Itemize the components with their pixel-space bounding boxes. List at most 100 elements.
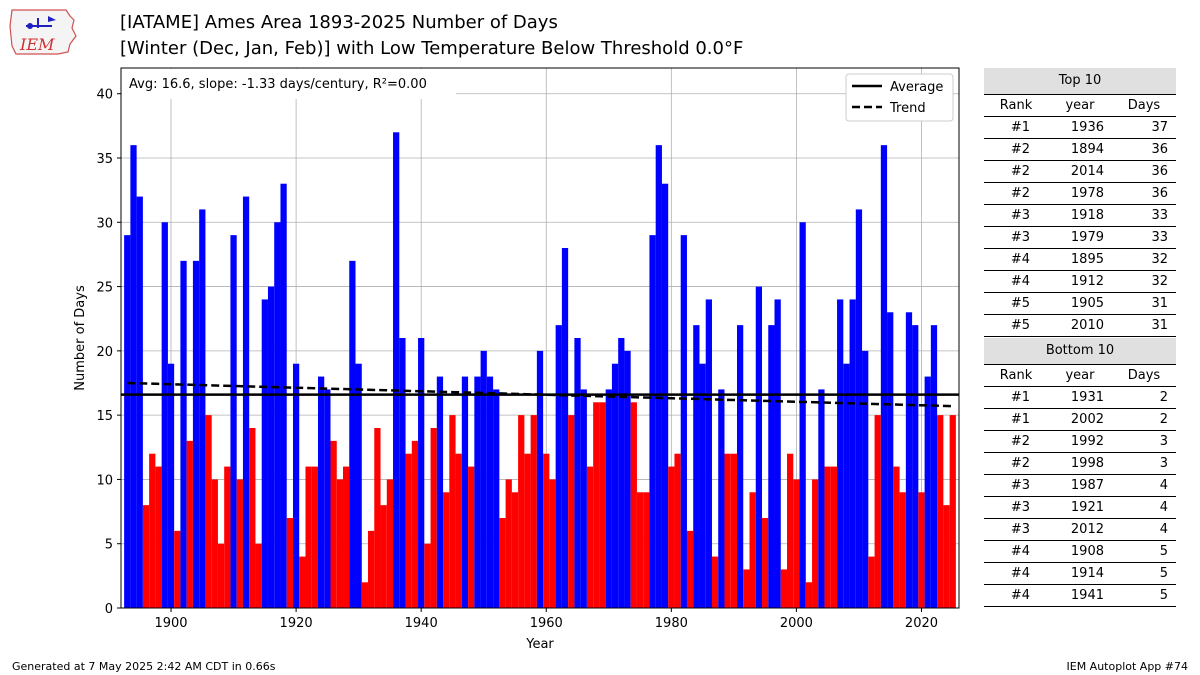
top10-row: #2 2014 36	[984, 161, 1176, 183]
year-cell: 1908	[1070, 544, 1104, 559]
bar-1936	[393, 132, 400, 609]
bar-1899	[161, 222, 168, 609]
x-tick-label: 1940	[405, 616, 438, 631]
bar-1920	[292, 363, 300, 608]
annotation-layer: Avg: 16.6, slope: -1.33 days/century, R²…	[122, 69, 456, 99]
days-cell: 5	[1159, 544, 1168, 559]
bar-2010	[855, 209, 863, 608]
top10-row: #5 1905 31	[984, 293, 1176, 315]
axes-layer: 1900 1920 1940 1960 1980 2000 2020 0 5 10 15 20 25 30…	[73, 67, 960, 652]
bar-1940	[418, 338, 425, 608]
days-cell: 3	[1159, 456, 1168, 471]
svg-text:IEM: IEM	[19, 35, 55, 54]
bars-layer	[124, 132, 956, 609]
x-tick-label: 1960	[530, 616, 563, 631]
days-cell: 36	[1151, 142, 1168, 157]
bar-2017	[899, 492, 906, 608]
legend: Average Trend	[845, 73, 954, 122]
bar-1995	[762, 518, 769, 608]
bar-1924	[317, 376, 325, 608]
bar-1972	[618, 338, 625, 608]
bar-2004	[818, 389, 825, 608]
bar-1932	[368, 530, 375, 608]
bar-2003	[812, 479, 819, 608]
col-rank: Rank	[999, 98, 1033, 113]
bar-1898	[155, 466, 162, 608]
bar-2014	[880, 145, 888, 608]
bar-1956	[518, 415, 525, 608]
year-cell: 1918	[1070, 208, 1104, 223]
bar-1976	[643, 492, 650, 608]
y-tick-label: 10	[96, 473, 113, 488]
bar-1914	[255, 543, 262, 608]
bar-1949	[474, 376, 481, 608]
rank-cell: #4	[1010, 588, 1030, 603]
y-axis-label: Number of Days	[73, 285, 88, 391]
days-cell: 2	[1159, 412, 1168, 427]
bar-2015	[887, 312, 894, 608]
rank-cell: #4	[1010, 252, 1030, 267]
bar-1974	[630, 402, 637, 608]
days-cell: 5	[1159, 566, 1168, 581]
bar-1938	[405, 453, 412, 608]
bar-2011	[862, 350, 869, 608]
bar-1903	[186, 440, 193, 608]
top10-row: #3 1979 33	[984, 227, 1176, 249]
bar-1942	[430, 428, 437, 608]
year-cell: 1979	[1070, 230, 1104, 245]
bar-2023	[937, 415, 944, 608]
bar-1960	[543, 453, 550, 608]
bar-2012	[868, 556, 875, 608]
days-cell: 4	[1159, 500, 1168, 515]
days-cell: 36	[1151, 186, 1168, 201]
rank-cell: #3	[1010, 522, 1030, 537]
col-rank: Rank	[999, 368, 1033, 383]
bar-1978	[655, 145, 662, 608]
bar-1901	[174, 530, 181, 608]
bar-2008	[843, 363, 850, 608]
bar-1997	[774, 299, 781, 608]
bar-1969	[599, 402, 606, 608]
bar-2018	[905, 312, 913, 608]
rank-cell: #2	[1010, 164, 1030, 179]
bar-1929	[349, 260, 356, 608]
bottom10-row: #1 1931 2	[984, 387, 1176, 409]
bar-1965	[574, 338, 581, 608]
bar-1968	[593, 402, 600, 608]
bar-1909	[224, 466, 231, 608]
bar-2019	[912, 325, 919, 608]
bar-1998	[780, 569, 788, 608]
x-tick-label: 2020	[905, 616, 938, 631]
bar-2002	[805, 582, 813, 608]
legend-average-label: Average	[890, 80, 943, 95]
bar-2007	[837, 299, 844, 608]
bar-1987	[711, 556, 719, 608]
y-tick-label: 0	[105, 602, 113, 617]
bottom10-row: #3 1987 4	[984, 475, 1176, 497]
days-cell: 36	[1151, 164, 1168, 179]
bottom10-columns: Rank year Days	[984, 365, 1176, 387]
days-cell: 37	[1151, 120, 1168, 135]
year-cell: 1905	[1070, 296, 1104, 311]
year-cell: 2014	[1070, 164, 1104, 179]
days-cell: 32	[1151, 274, 1168, 289]
bottom10-header: Bottom 10	[984, 338, 1176, 365]
top10-row: #2 1894 36	[984, 139, 1176, 161]
bar-1990	[730, 453, 737, 608]
bar-1927	[336, 479, 344, 608]
rank-cell: #4	[1010, 566, 1030, 581]
bar-1945	[449, 415, 456, 608]
bar-1963	[561, 248, 569, 608]
days-cell: 4	[1159, 478, 1168, 493]
bar-1925	[324, 389, 331, 608]
top10-row: #3 1918 33	[984, 205, 1176, 227]
bar-1989	[724, 453, 731, 608]
bar-1944	[443, 492, 450, 608]
bar-1913	[249, 428, 256, 608]
rank-cell: #2	[1010, 142, 1030, 157]
bar-1902	[180, 260, 187, 608]
top10-row: #4 1912 32	[984, 271, 1176, 293]
bottom10-row: #3 1921 4	[984, 497, 1176, 519]
year-cell: 1941	[1070, 588, 1104, 603]
bar-1994	[755, 286, 763, 608]
